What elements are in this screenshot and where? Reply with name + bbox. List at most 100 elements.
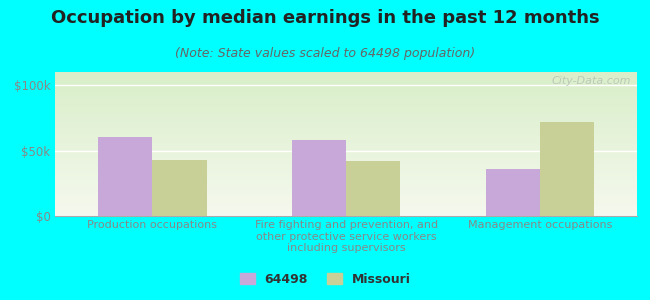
Bar	[55, 108, 637, 110]
Bar	[55, 164, 637, 166]
Text: City-Data.com: City-Data.com	[552, 76, 631, 86]
Bar	[55, 142, 637, 144]
Bar	[55, 214, 637, 216]
Bar	[55, 89, 637, 91]
Bar	[55, 86, 637, 88]
Bar	[55, 121, 637, 122]
Bar	[55, 173, 637, 174]
Bar	[292, 140, 346, 216]
Bar	[55, 102, 637, 104]
Bar	[55, 101, 637, 102]
Bar	[55, 191, 637, 193]
Bar	[55, 174, 637, 176]
Bar	[55, 184, 637, 186]
Bar	[55, 194, 637, 196]
Bar	[55, 125, 637, 127]
Bar	[55, 97, 637, 98]
Bar	[55, 178, 637, 180]
Bar	[55, 133, 637, 134]
Bar	[55, 183, 637, 184]
Bar	[55, 196, 637, 197]
Bar	[540, 122, 594, 216]
Bar	[55, 134, 637, 135]
Bar	[55, 150, 637, 151]
Bar	[55, 81, 637, 82]
Bar	[55, 207, 637, 209]
Bar	[55, 167, 637, 169]
Bar	[55, 189, 637, 190]
Bar	[55, 186, 637, 187]
Bar	[55, 213, 637, 214]
Text: Occupation by median earnings in the past 12 months: Occupation by median earnings in the pas…	[51, 9, 599, 27]
Bar	[55, 82, 637, 83]
Bar	[55, 117, 637, 118]
Bar	[55, 79, 637, 81]
Bar	[55, 199, 637, 200]
Bar	[55, 92, 637, 94]
Bar	[55, 169, 637, 170]
Bar	[55, 130, 637, 131]
Bar	[486, 169, 540, 216]
Bar	[55, 94, 637, 95]
Bar	[55, 193, 637, 194]
Bar	[55, 190, 637, 191]
Bar	[55, 135, 637, 137]
Bar	[55, 137, 637, 138]
Bar	[55, 197, 637, 199]
Bar	[55, 182, 637, 183]
Bar	[55, 124, 637, 125]
Bar	[55, 209, 637, 210]
Bar	[55, 128, 637, 130]
Bar	[55, 75, 637, 76]
Bar	[55, 119, 637, 121]
Bar	[55, 206, 637, 207]
Bar	[55, 106, 637, 108]
Bar	[55, 187, 637, 189]
Bar	[55, 171, 637, 173]
Bar	[55, 161, 637, 163]
Bar	[55, 170, 637, 171]
Bar	[55, 127, 637, 128]
Bar	[55, 118, 637, 119]
Bar	[55, 154, 637, 155]
Bar	[98, 137, 152, 216]
Bar	[55, 110, 637, 111]
Bar	[55, 141, 637, 142]
Bar	[55, 114, 637, 115]
Bar	[55, 151, 637, 153]
Bar	[55, 202, 637, 203]
Bar	[55, 91, 637, 92]
Bar	[55, 160, 637, 161]
Bar	[55, 140, 637, 141]
Bar	[55, 177, 637, 178]
Bar	[55, 157, 637, 158]
Bar	[55, 122, 637, 124]
Bar	[55, 158, 637, 160]
Bar	[55, 112, 637, 114]
Bar	[55, 203, 637, 205]
Bar	[346, 161, 400, 216]
Bar	[55, 88, 637, 89]
Bar	[55, 180, 637, 182]
Bar	[55, 104, 637, 105]
Bar	[55, 163, 637, 164]
Bar	[55, 74, 637, 75]
Bar	[55, 200, 637, 202]
Bar	[55, 155, 637, 157]
Bar	[55, 72, 637, 74]
Text: (Note: State values scaled to 64498 population): (Note: State values scaled to 64498 popu…	[175, 46, 475, 59]
Bar	[55, 153, 637, 154]
Bar	[55, 176, 637, 177]
Bar	[55, 148, 637, 150]
Bar	[55, 131, 637, 133]
Bar	[55, 83, 637, 85]
Bar	[55, 144, 637, 146]
Bar	[55, 210, 637, 212]
Bar	[55, 78, 637, 79]
Bar	[55, 147, 637, 148]
Bar	[55, 115, 637, 117]
Bar	[55, 111, 637, 112]
Bar	[55, 105, 637, 106]
Bar	[55, 166, 637, 167]
Bar	[152, 160, 207, 216]
